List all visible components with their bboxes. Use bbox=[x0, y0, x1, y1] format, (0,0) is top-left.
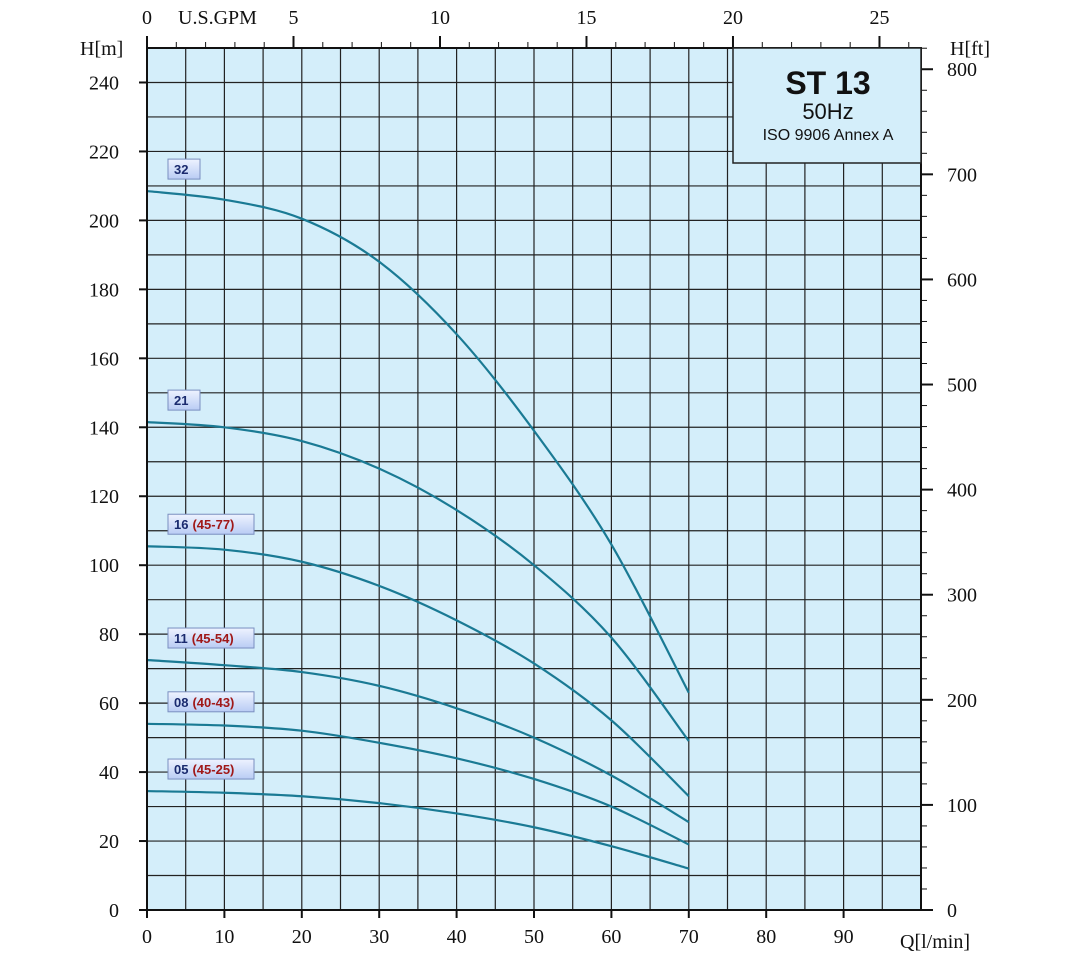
y-right-tick-label: 600 bbox=[947, 269, 977, 291]
curve-stage-08 bbox=[146, 722, 690, 846]
grid bbox=[147, 48, 921, 910]
x-top-tick-label: 25 bbox=[869, 7, 889, 29]
curves bbox=[146, 189, 690, 870]
x-tick-label: 40 bbox=[447, 926, 467, 948]
title-box: ST 13 50Hz ISO 9906 Annex A bbox=[732, 47, 922, 164]
x-tick-label: 20 bbox=[292, 926, 312, 948]
curve-label-11: 11 (45-54) bbox=[167, 627, 255, 649]
x-tick-label: 10 bbox=[214, 926, 234, 948]
y-tick-label: 60 bbox=[99, 693, 119, 715]
label-text: 05 (45-25) bbox=[174, 762, 234, 777]
curve-stage-05 bbox=[146, 789, 690, 870]
curve-label-21: 21 bbox=[167, 389, 201, 411]
x-top-tick-label: 10 bbox=[430, 7, 450, 29]
x-tick-label: 70 bbox=[679, 926, 699, 948]
y-tick-label: 120 bbox=[89, 486, 119, 508]
curve-labels: 32 21 16 (45-77) 11 (45-54) 08 (40-43) 05 (45-25) bbox=[167, 158, 255, 780]
axes: 0 10 20 30 40 50 60 70 80 90020406080100120140160… bbox=[89, 7, 977, 948]
stage-count: 08 bbox=[174, 695, 188, 710]
stage-count: 16 bbox=[174, 517, 188, 532]
curve-stage-21 bbox=[146, 421, 690, 742]
y-right-tick-label: 800 bbox=[947, 59, 977, 81]
y-right-tick-label: 400 bbox=[947, 480, 977, 502]
y-tick-label: 0 bbox=[109, 900, 119, 922]
label-box bbox=[167, 627, 255, 649]
stage-count: 05 bbox=[174, 762, 188, 777]
x-tick-label: 60 bbox=[601, 926, 621, 948]
y-right-tick-label: 500 bbox=[947, 375, 977, 397]
label-box bbox=[167, 758, 255, 780]
y-tick-label: 80 bbox=[99, 624, 119, 646]
stage-count: 11 bbox=[174, 631, 188, 646]
x-tick-label: 30 bbox=[369, 926, 389, 948]
label-text: 21 bbox=[174, 393, 188, 408]
y-right-tick-label: 700 bbox=[947, 164, 977, 186]
x-axis-label: Q[l/min] bbox=[900, 931, 970, 953]
x-top-tick-label: 20 bbox=[723, 7, 743, 29]
x-tick-label: 50 bbox=[524, 926, 544, 948]
y-axis-right-label: H[ft] bbox=[950, 38, 990, 60]
label-text: 32 bbox=[174, 162, 188, 177]
x-top-tick-label: 5 bbox=[288, 7, 298, 29]
y-tick-label: 240 bbox=[89, 72, 119, 94]
y-right-tick-label: 100 bbox=[947, 795, 977, 817]
curve-stage-32 bbox=[146, 189, 690, 694]
frequency: 50Hz bbox=[802, 99, 853, 124]
label-box bbox=[167, 389, 201, 411]
y-right-tick-label: 0 bbox=[947, 900, 957, 922]
y-tick-label: 220 bbox=[89, 141, 119, 163]
curve-stage-16 bbox=[146, 545, 690, 798]
stage-count: 32 bbox=[174, 162, 188, 177]
label-text: 11 (45-54) bbox=[174, 631, 234, 646]
stage-range: (45-77) bbox=[192, 517, 234, 532]
curve-label-32: 32 bbox=[167, 158, 201, 180]
y-tick-label: 40 bbox=[99, 762, 119, 784]
x-tick-label: 90 bbox=[834, 926, 854, 948]
y-tick-label: 20 bbox=[99, 831, 119, 853]
standard: ISO 9906 Annex A bbox=[763, 127, 894, 144]
label-box bbox=[167, 691, 255, 713]
label-text: 08 (40-43) bbox=[174, 695, 234, 710]
curve-label-16: 16 (45-77) bbox=[167, 513, 255, 535]
y-right-tick-label: 300 bbox=[947, 585, 977, 607]
y-right-tick-label: 200 bbox=[947, 690, 977, 712]
x-top-tick-label: 0 bbox=[142, 7, 152, 29]
stage-range: (45-25) bbox=[192, 762, 234, 777]
y-axis-left-label: H[m] bbox=[80, 38, 123, 60]
model-title: ST 13 bbox=[785, 65, 870, 101]
y-tick-label: 200 bbox=[89, 210, 119, 232]
x-tick-label: 0 bbox=[142, 926, 152, 948]
y-tick-label: 180 bbox=[89, 279, 119, 301]
y-tick-label: 100 bbox=[89, 555, 119, 577]
y-tick-label: 160 bbox=[89, 348, 119, 370]
y-tick-label: 140 bbox=[89, 417, 119, 439]
label-box bbox=[167, 513, 255, 535]
label-box bbox=[167, 158, 201, 180]
label-text: 16 (45-77) bbox=[174, 517, 234, 532]
x-axis-top-label: U.S.GPM bbox=[178, 7, 257, 29]
stage-range: (40-43) bbox=[192, 695, 234, 710]
stage-count: 21 bbox=[174, 393, 188, 408]
x-tick-label: 80 bbox=[756, 926, 776, 948]
curve-label-08: 08 (40-43) bbox=[167, 691, 255, 713]
x-top-tick-label: 15 bbox=[576, 7, 596, 29]
curve-stage-11 bbox=[146, 658, 690, 824]
stage-range: (45-54) bbox=[192, 631, 234, 646]
curve-label-05: 05 (45-25) bbox=[167, 758, 255, 780]
